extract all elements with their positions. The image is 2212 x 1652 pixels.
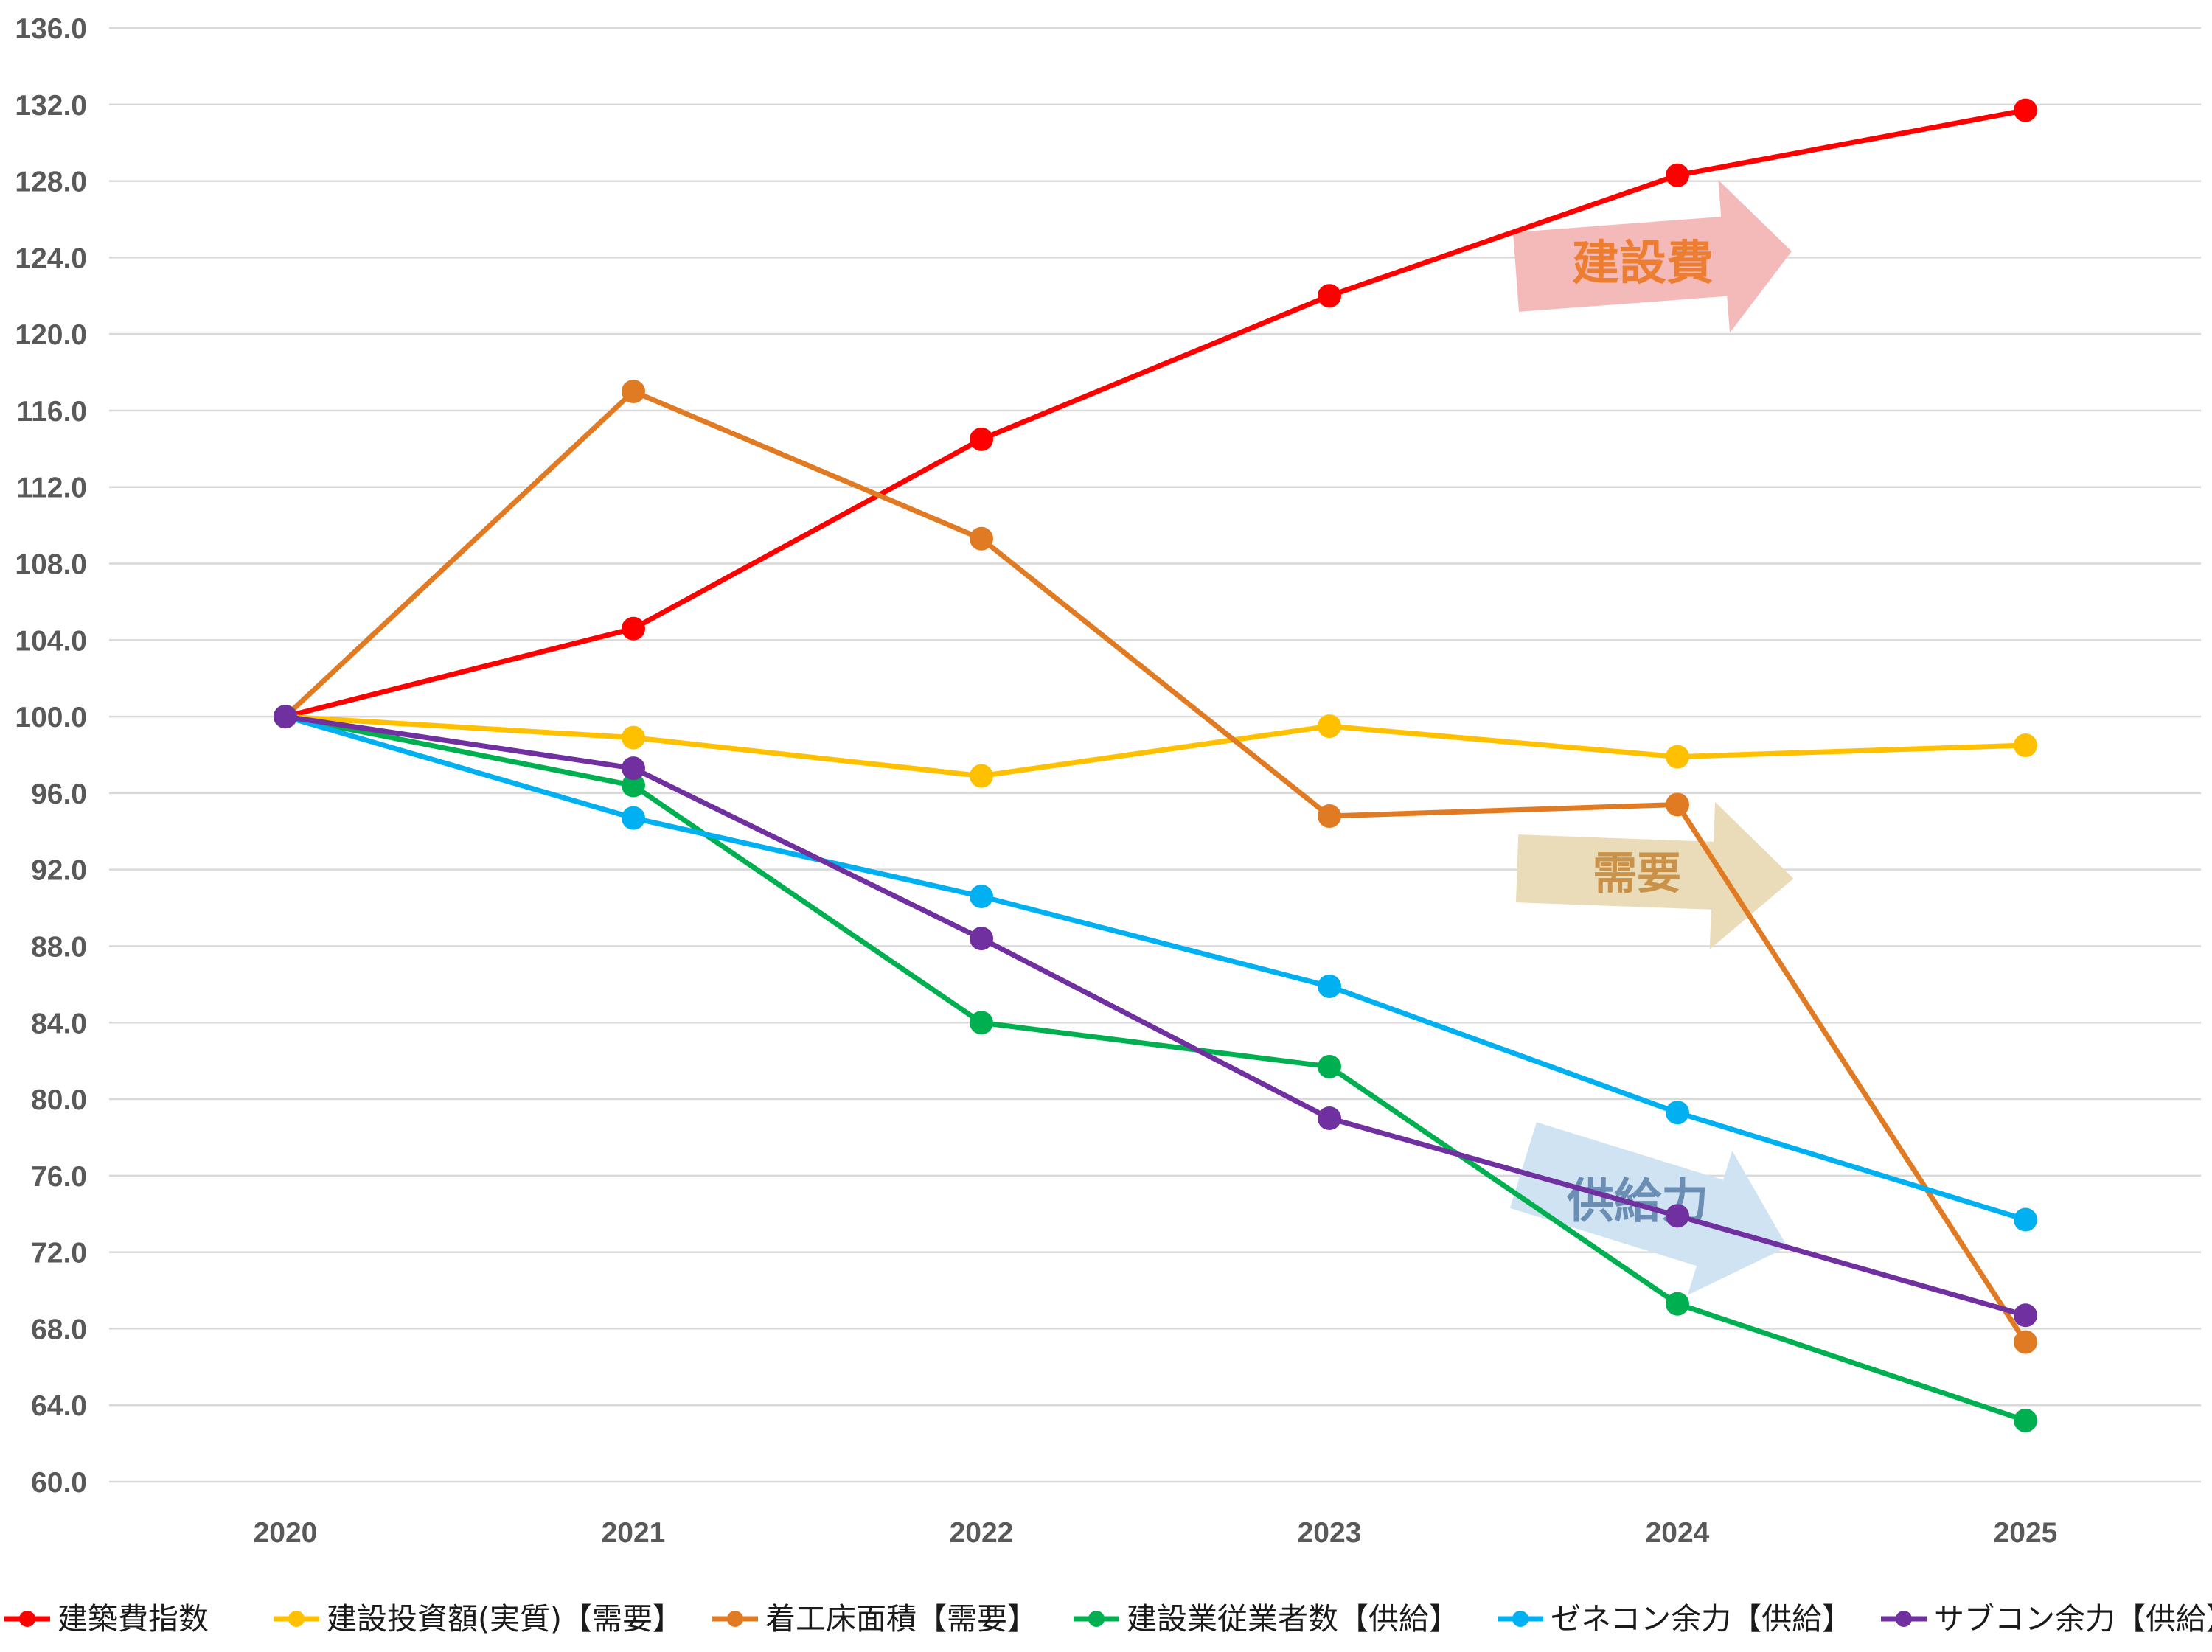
legend-label: 着工床面積【需要】 <box>765 1601 1037 1637</box>
x-tick-label: 2023 <box>1298 1517 1362 1549</box>
y-tick-label: 108.0 <box>15 549 87 581</box>
data-point <box>622 380 645 403</box>
y-tick-label: 72.0 <box>31 1238 87 1269</box>
y-tick-label: 124.0 <box>15 243 87 274</box>
y-tick-label: 136.0 <box>15 13 87 45</box>
series-line <box>285 714 2026 1318</box>
legend-item: 建築費指数 <box>4 1601 209 1637</box>
data-point <box>2014 98 2037 122</box>
legend-item: 着工床面積【需要】 <box>712 1601 1037 1637</box>
data-point <box>2014 1408 2037 1432</box>
data-point <box>1666 1101 1689 1125</box>
arrow-shape <box>1512 180 1792 333</box>
annotation-arrow: 供給力 <box>1509 1122 1788 1295</box>
data-point <box>1318 284 1341 308</box>
y-tick-label: 80.0 <box>31 1084 87 1116</box>
data-point <box>1318 1106 1341 1130</box>
legend-label: サブコン余力【供給】 <box>1934 1601 2212 1637</box>
annotation-label: 建設費 <box>1572 237 1714 291</box>
legend-label: 建築費指数 <box>58 1601 209 1637</box>
data-point <box>970 427 993 451</box>
arrow-shape <box>1515 801 1794 949</box>
data-point <box>1318 1054 1341 1078</box>
legend: 建築費指数 建設投資額(実質)【需要】 着工床面積【需要】 建設業従業者数【供給】 ゼネ… <box>4 1601 2212 1637</box>
data-point <box>970 885 993 909</box>
legend-swatch-marker <box>19 1611 35 1627</box>
data-point <box>970 927 993 951</box>
data-point <box>1666 792 1689 817</box>
series-line <box>283 388 2028 1344</box>
series-3 <box>274 705 2037 1432</box>
y-tick-label: 88.0 <box>31 931 87 963</box>
data-point <box>2014 733 2037 758</box>
x-tick-label: 2024 <box>1646 1517 1710 1549</box>
data-point <box>970 764 993 788</box>
data-point <box>622 773 645 798</box>
legend-swatch-marker <box>1512 1611 1528 1627</box>
series-5 <box>274 705 2037 1328</box>
data-point <box>622 725 645 750</box>
legend-item: ゼネコン余力【供給】 <box>1498 1601 1852 1637</box>
y-tick-label: 92.0 <box>31 855 87 887</box>
data-point <box>2014 1330 2037 1354</box>
data-point <box>1666 1204 1689 1228</box>
legend-label: 建設投資額(実質)【需要】 <box>327 1601 683 1637</box>
y-tick-label: 76.0 <box>31 1161 87 1193</box>
x-tick-label: 2025 <box>1994 1517 2058 1549</box>
data-point <box>970 1011 993 1035</box>
series-line <box>285 714 2027 1222</box>
legend-swatch-marker <box>288 1611 305 1627</box>
legend-item: 建設業従業者数【供給】 <box>1074 1601 1459 1637</box>
y-tick-label: 100.0 <box>15 702 87 733</box>
annotation-label: 需要 <box>1593 848 1681 900</box>
data-point <box>1666 1292 1689 1316</box>
data-point <box>2014 1207 2037 1232</box>
y-tick-label: 132.0 <box>15 90 87 122</box>
x-tick-label: 2022 <box>950 1517 1014 1549</box>
y-tick-label: 116.0 <box>17 396 87 428</box>
data-point <box>1318 714 1341 739</box>
legend-swatch-marker <box>1896 1611 1912 1627</box>
x-tick-label: 2020 <box>254 1517 318 1549</box>
annotation-arrow: 需要 <box>1515 801 1794 949</box>
data-point <box>1318 974 1341 998</box>
y-tick-label: 84.0 <box>31 1008 87 1039</box>
data-point <box>970 526 993 551</box>
y-tick-label: 96.0 <box>31 778 87 810</box>
x-tick-label: 2021 <box>602 1517 666 1549</box>
series-line <box>285 108 2026 719</box>
series-line <box>285 714 2027 1423</box>
series-4 <box>274 705 2037 1232</box>
legend-item: サブコン余力【供給】 <box>1881 1601 2212 1637</box>
y-tick-label: 64.0 <box>31 1390 87 1422</box>
series-0 <box>274 98 2037 729</box>
y-tick-label: 120.0 <box>15 319 87 351</box>
legend-label: 建設業従業者数【供給】 <box>1127 1601 1459 1637</box>
data-point <box>1318 804 1341 829</box>
data-point <box>622 616 645 641</box>
series-line <box>285 714 2026 779</box>
y-tick-label: 128.0 <box>15 167 87 198</box>
data-point <box>1666 745 1689 769</box>
data-point <box>622 756 645 781</box>
legend-swatch-marker <box>727 1611 743 1627</box>
y-tick-label: 68.0 <box>31 1314 87 1345</box>
data-point <box>274 705 297 729</box>
annotation-arrow: 建設費 <box>1512 180 1792 333</box>
data-point <box>2014 1303 2037 1328</box>
grid-lines <box>109 27 2201 1483</box>
data-point <box>1666 163 1689 187</box>
x-axis-tick-labels: 2020 2021 2022 2023 2024 2025 <box>254 1517 2058 1549</box>
y-tick-label: 104.0 <box>15 625 87 657</box>
y-tick-label: 112.0 <box>17 473 87 504</box>
y-tick-label: 60.0 <box>31 1467 87 1499</box>
legend-item: 建設投資額(実質)【需要】 <box>274 1601 683 1637</box>
data-point <box>622 806 645 830</box>
y-axis-tick-labels: 136.0 132.0 128.0 124.0 120.0 116.0 112.0 108.0… <box>15 13 87 1499</box>
legend-swatch-marker <box>1088 1611 1105 1627</box>
legend-label: ゼネコン余力【供給】 <box>1551 1601 1852 1637</box>
series-lines <box>274 98 2037 1432</box>
